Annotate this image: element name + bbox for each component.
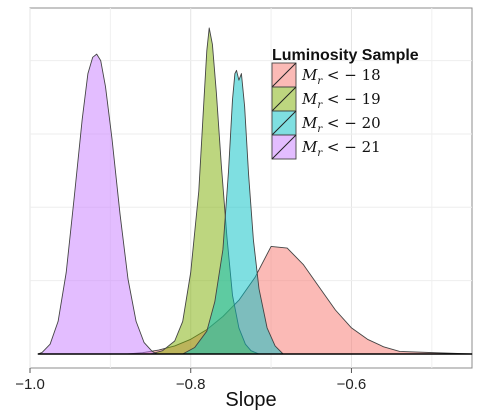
x-axis-title: Slope <box>225 389 276 411</box>
x-tick-label: −1.0 <box>15 376 45 393</box>
legend-key-line <box>271 86 297 112</box>
legend-key-line <box>271 62 297 88</box>
legend-item-2: Mr < − 19 <box>271 86 381 112</box>
legend-key-line <box>271 110 297 136</box>
legend-label: Mr < − 21 <box>301 138 381 159</box>
x-axis: −1.0 −0.8 −0.6 <box>15 368 366 393</box>
legend-item-3: Mr < − 20 <box>271 110 381 136</box>
legend-label: Mr < − 20 <box>301 114 381 135</box>
legend-item-4: Mr < − 21 <box>271 134 381 160</box>
legend-label: Mr < − 19 <box>301 90 381 111</box>
x-tick-label: −0.8 <box>176 376 206 393</box>
legend-label: Mr < − 18 <box>301 66 381 87</box>
legend-item-1: Mr < − 18 <box>271 62 381 88</box>
legend-key-line <box>271 134 297 160</box>
legend-title: Luminosity Sample <box>272 47 419 64</box>
x-tick-label: −0.6 <box>337 376 367 393</box>
density-area-3 <box>37 69 473 355</box>
density-areas <box>37 27 473 355</box>
density-area-4 <box>37 53 473 355</box>
legend-items: Mr < − 18 Mr < − 19 Mr < − 20 Mr < − 21 <box>271 62 381 160</box>
